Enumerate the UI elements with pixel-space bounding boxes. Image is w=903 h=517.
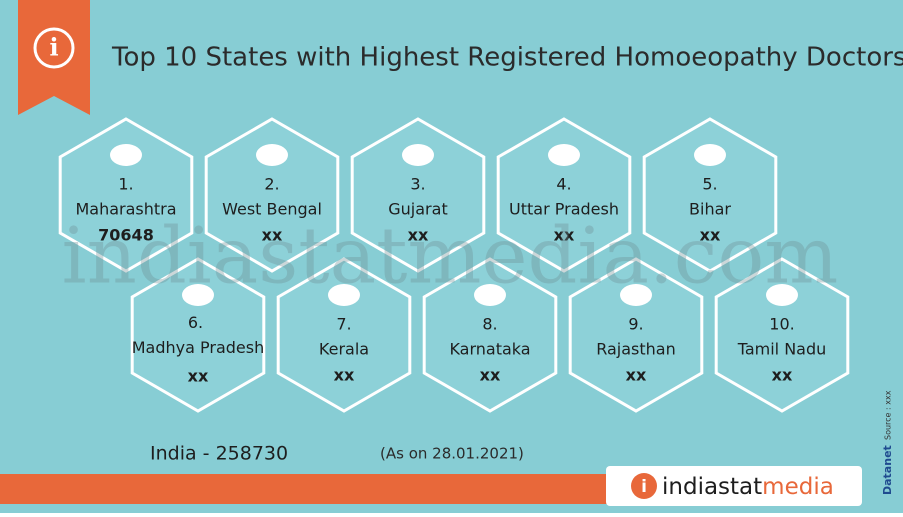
state-rank: 6. bbox=[188, 313, 203, 332]
state-name: Kerala bbox=[319, 340, 369, 359]
bookmark bbox=[18, 0, 90, 115]
state-value: xx bbox=[480, 366, 501, 385]
logo-icon bbox=[631, 473, 657, 499]
logo-accent: media bbox=[762, 474, 834, 500]
hexagon bbox=[350, 117, 486, 273]
state-rank: 10. bbox=[769, 315, 794, 334]
state-rank: 4. bbox=[556, 175, 571, 194]
state-value: xx bbox=[262, 226, 283, 245]
date-note: (As on 28.01.2021) bbox=[380, 445, 524, 463]
hexagon bbox=[130, 257, 266, 413]
hexagon bbox=[58, 117, 194, 273]
source: Source : xxx bbox=[884, 390, 893, 440]
state-map bbox=[256, 144, 288, 166]
state-name: Uttar Pradesh bbox=[509, 200, 619, 219]
footer-band bbox=[0, 474, 620, 504]
hexagon bbox=[276, 257, 412, 413]
state-value: xx bbox=[700, 226, 721, 245]
info-letter: i bbox=[49, 33, 58, 62]
state-rank: 1. bbox=[118, 175, 133, 194]
state-name: Bihar bbox=[689, 200, 731, 219]
logo-icon-letter: i bbox=[641, 477, 647, 497]
state-value: xx bbox=[188, 367, 209, 386]
state-name: Maharashtra bbox=[75, 200, 176, 219]
state-value: xx bbox=[626, 366, 647, 385]
state-map bbox=[474, 284, 506, 306]
state-map bbox=[620, 284, 652, 306]
logo-box bbox=[606, 466, 862, 506]
logo-main: indiastat bbox=[662, 474, 762, 500]
info-icon bbox=[33, 27, 75, 69]
state-rank: 9. bbox=[628, 315, 643, 334]
watermark: indiastatmedia.com bbox=[62, 212, 839, 302]
hexagon bbox=[642, 117, 778, 273]
state-value: xx bbox=[334, 366, 355, 385]
logo-text: indiastatmedia bbox=[662, 474, 834, 500]
hexagon bbox=[204, 117, 340, 273]
hexagon bbox=[714, 257, 850, 413]
state-name: Tamil Nadu bbox=[737, 340, 827, 359]
state-map bbox=[328, 284, 360, 306]
title: Top 10 States with Highest Registered Ho… bbox=[111, 43, 903, 73]
hexagon bbox=[422, 257, 558, 413]
state-map bbox=[766, 284, 798, 306]
state-map bbox=[182, 284, 214, 306]
state-rank: 2. bbox=[264, 175, 279, 194]
state-rank: 5. bbox=[702, 175, 717, 194]
state-name: Rajasthan bbox=[596, 340, 676, 359]
state-name: Karnataka bbox=[449, 340, 530, 359]
state-rank: 3. bbox=[410, 175, 425, 194]
state-value: xx bbox=[408, 226, 429, 245]
state-value: xx bbox=[772, 366, 793, 385]
state-name: Madhya Pradesh bbox=[132, 338, 265, 357]
state-map bbox=[402, 144, 434, 166]
state-rank: 8. bbox=[482, 315, 497, 334]
state-map bbox=[694, 144, 726, 166]
hexagon bbox=[568, 257, 704, 413]
state-rank: 7. bbox=[336, 315, 351, 334]
hexagon-grid: 1. Maharashtra 70648 2. West Bengal xx 3. Gujar… bbox=[58, 117, 850, 413]
state-map bbox=[110, 144, 142, 166]
state-map bbox=[548, 144, 580, 166]
state-name: West Bengal bbox=[222, 200, 322, 219]
total: India - 258730 bbox=[150, 443, 288, 465]
state-value: xx bbox=[554, 226, 575, 245]
state-name: Gujarat bbox=[388, 200, 447, 219]
hexagon bbox=[496, 117, 632, 273]
state-value: 70648 bbox=[98, 226, 154, 245]
brand: Datanet bbox=[881, 445, 894, 495]
state-label: 6. Madhya Pradesh bbox=[132, 313, 265, 357]
